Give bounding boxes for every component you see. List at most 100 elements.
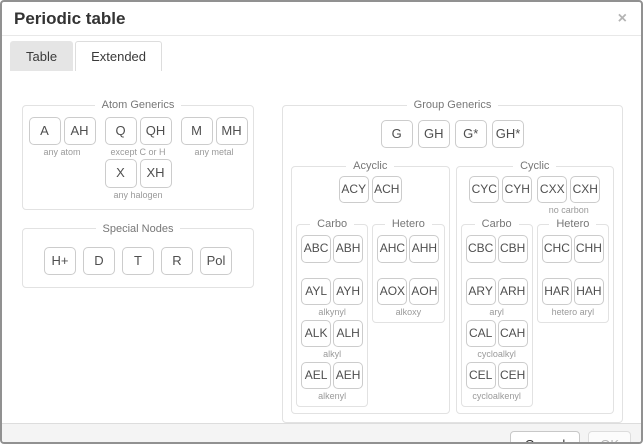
cyclic-carbo-legend: Carbo (481, 218, 512, 231)
button-cah[interactable]: CAH (497, 319, 528, 348)
button-ahc[interactable]: AHC (377, 235, 408, 263)
special-button-r[interactable]: R (161, 246, 193, 275)
cancel-button[interactable]: Cancel (509, 431, 581, 442)
cyclic-button-cxh[interactable]: CXH (570, 176, 601, 204)
group-generics-fieldset: Group Generics G GH G* GH* Acyclic ACY A… (282, 99, 623, 424)
acyclic-hetero-fieldset: Hetero AHC AHH (372, 218, 445, 323)
any-metal-caption: any metal (194, 147, 234, 158)
button-abc[interactable]: ABC (301, 235, 332, 263)
acyclic-hetero-row-2: AOX AOH alkoxy (376, 277, 440, 318)
any-atom-caption: any atom (43, 147, 81, 158)
special-button-d[interactable]: D (83, 246, 115, 275)
cyclic-carbo-row-4: CEL CEH cycloalkenyl (465, 362, 529, 402)
cyclic-top-group-2: CXX CXH no carbon (537, 176, 601, 216)
atom-button-q[interactable]: Q (104, 117, 137, 146)
button-cbh[interactable]: CBH (497, 235, 528, 263)
cyclic-legend: Cyclic (520, 160, 550, 173)
button-cel[interactable]: CEL (465, 362, 496, 390)
button-aox[interactable]: AOX (377, 277, 408, 305)
special-nodes-fieldset: Special Nodes H+ D T R Pol (22, 222, 254, 288)
button-aoh[interactable]: AOH (409, 277, 440, 305)
dialog-header: Periodic table × (2, 2, 641, 36)
special-button-t[interactable]: T (122, 246, 154, 275)
group-button-gh[interactable]: GH (417, 120, 450, 149)
acyclic-top-group: ACY ACH (296, 176, 445, 216)
button-aeh[interactable]: AEH (333, 362, 364, 390)
except-c-or-h-caption: except C or H (110, 147, 166, 158)
group-button-g-star[interactable]: G* (454, 120, 487, 149)
group-button-gh-star[interactable]: GH* (491, 120, 525, 149)
button-chc[interactable]: CHC (541, 235, 572, 263)
button-cal[interactable]: CAL (465, 319, 496, 348)
button-alh[interactable]: ALH (333, 319, 364, 348)
acyclic-hetero-row-1: AHC AHH (376, 235, 440, 275)
group-button-g[interactable]: G (380, 120, 413, 149)
right-column: Group Generics G GH G* GH* Acyclic ACY A… (282, 99, 623, 424)
atom-button-xh[interactable]: XH (139, 159, 172, 188)
button-ahh[interactable]: AHH (409, 235, 440, 263)
button-arh[interactable]: ARH (497, 277, 528, 305)
acyclic-hetero-legend: Hetero (391, 218, 425, 231)
acyclic-cyclic-row: Acyclic ACY ACH Carbo (291, 160, 614, 415)
atom-generics-legend: Atom Generics (101, 99, 175, 111)
button-cbc[interactable]: CBC (465, 235, 496, 263)
acyclic-legend: Acyclic (353, 160, 388, 173)
alkoxy-caption: alkoxy (395, 306, 422, 317)
button-chh[interactable]: CHH (573, 235, 604, 263)
acyclic-sub-columns: Carbo ABC ABH (296, 218, 445, 408)
atom-button-ah[interactable]: AH (63, 117, 96, 146)
cyclic-button-cxx[interactable]: CXX (537, 176, 568, 204)
button-ael[interactable]: AEL (301, 362, 332, 390)
atom-button-x[interactable]: X (104, 159, 137, 188)
cycloalkenyl-caption: cycloalkenyl (472, 391, 521, 402)
cyclic-carbo-row-3: CAL CAH cycloalkyl (465, 319, 529, 360)
any-metal-group: M MH any metal (180, 117, 248, 158)
cyclic-top-group-1: CYC CYH (469, 176, 533, 216)
acyclic-carbo-row-2: AYL AYH alkynyl (300, 277, 364, 318)
cyclic-top-row: CYC CYH CXX CXH no carbon (461, 176, 610, 216)
tab-table[interactable]: Table (10, 41, 74, 71)
cyclic-button-cyh[interactable]: CYH (502, 176, 533, 204)
button-abh[interactable]: ABH (333, 235, 364, 263)
acyclic-carbo-row-3: ALK ALH alkyl (300, 319, 364, 360)
button-ayh[interactable]: AYH (333, 277, 364, 305)
button-ayl[interactable]: AYL (301, 277, 332, 305)
cyclic-carbo-row-1: CBC CBH (465, 235, 529, 275)
acyclic-carbo-row-1: ABC ABH (300, 235, 364, 275)
atom-button-mh[interactable]: MH (215, 117, 248, 146)
cyclic-fieldset: Cyclic CYC CYH CXX (455, 160, 614, 415)
dialog-footer: Cancel OK (2, 423, 641, 442)
button-alk[interactable]: ALK (301, 319, 332, 348)
dialog-title: Periodic table (14, 9, 126, 28)
button-har[interactable]: HAR (541, 277, 572, 305)
special-nodes-row: H+ D T R Pol (31, 241, 245, 279)
ok-button[interactable]: OK (588, 431, 631, 442)
group-generics-top-row: G GH G* GH* (291, 120, 614, 149)
button-ceh[interactable]: CEH (497, 362, 528, 390)
cycloalkyl-caption: cycloalkyl (477, 349, 516, 360)
acyclic-button-ach[interactable]: ACH (371, 176, 402, 204)
cyclic-sub-columns: Carbo CBC CBH (460, 218, 609, 408)
acyclic-carbo-row-4: AEL AEH alkenyl (300, 362, 364, 402)
atom-generics-row-1: A AH any atom Q QH except C or H (28, 117, 248, 158)
special-button-pol[interactable]: Pol (200, 246, 232, 275)
cyclic-carbo-row-2: ARY ARH aryl (465, 277, 529, 318)
special-button-h-plus[interactable]: H+ (44, 246, 76, 275)
atom-button-qh[interactable]: QH (139, 117, 172, 146)
atom-button-m[interactable]: M (180, 117, 213, 146)
button-ary[interactable]: ARY (465, 277, 496, 305)
tab-extended[interactable]: Extended (75, 41, 163, 71)
no-carbon-caption: no carbon (548, 205, 589, 216)
any-atom-group: A AH any atom (28, 117, 96, 158)
aryl-caption: aryl (489, 306, 504, 317)
atom-button-a[interactable]: A (28, 117, 61, 146)
dialog-content: Atom Generics A AH any atom Q QH (2, 71, 641, 424)
left-column: Atom Generics A AH any atom Q QH (22, 99, 254, 423)
close-icon[interactable]: × (617, 10, 627, 27)
atom-generics-row-2: X XH any halogen (31, 159, 245, 200)
cyclic-button-cyc[interactable]: CYC (469, 176, 500, 204)
acyclic-carbo-fieldset: Carbo ABC ABH (296, 218, 369, 408)
acyclic-button-acy[interactable]: ACY (338, 176, 369, 204)
except-c-or-h-group: Q QH except C or H (104, 117, 172, 158)
button-hah[interactable]: HAH (573, 277, 604, 305)
